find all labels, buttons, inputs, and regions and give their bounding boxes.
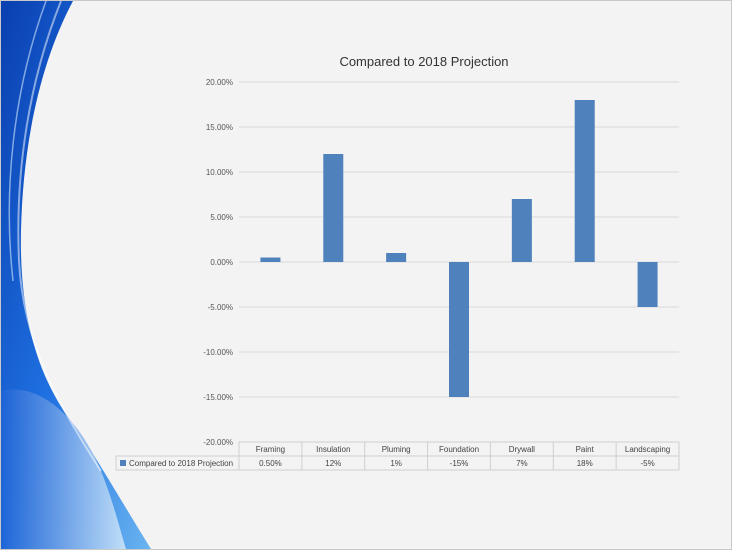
y-tick-label: -10.00% (203, 348, 233, 357)
category-label: Drywall (509, 445, 535, 454)
y-tick-label: 10.00% (206, 168, 233, 177)
y-tick-label: 20.00% (206, 78, 233, 87)
category-label: Framing (256, 445, 285, 454)
table-value: 1% (390, 459, 402, 468)
chart-title: Compared to 2018 Projection (339, 54, 509, 69)
y-tick-label: 0.00% (210, 258, 233, 267)
category-label: Insulation (316, 445, 350, 454)
category-label: Paint (576, 445, 595, 454)
y-tick-label: 15.00% (206, 123, 233, 132)
table-value: -5% (640, 459, 654, 468)
table-value: -15% (450, 459, 469, 468)
legend-label: Compared to 2018 Projection (129, 459, 233, 468)
category-label: Pluming (382, 445, 411, 454)
legend-key (120, 460, 126, 466)
category-label: Landscaping (625, 445, 670, 454)
bar (386, 253, 407, 262)
bar (449, 262, 469, 397)
table-value: 0.50% (259, 459, 282, 468)
category-label: Foundation (439, 445, 479, 454)
y-tick-label: 5.00% (210, 213, 233, 222)
table-value: 18% (577, 459, 593, 468)
table-value: 7% (516, 459, 528, 468)
y-tick-label: -5.00% (208, 303, 233, 312)
y-tick-label: -15.00% (203, 393, 233, 402)
table-value: 12% (325, 459, 341, 468)
bar (323, 154, 344, 262)
y-tick-label: -20.00% (203, 438, 233, 447)
bar (511, 199, 532, 262)
bar (574, 100, 595, 262)
bar (260, 257, 281, 262)
bar (637, 262, 658, 307)
